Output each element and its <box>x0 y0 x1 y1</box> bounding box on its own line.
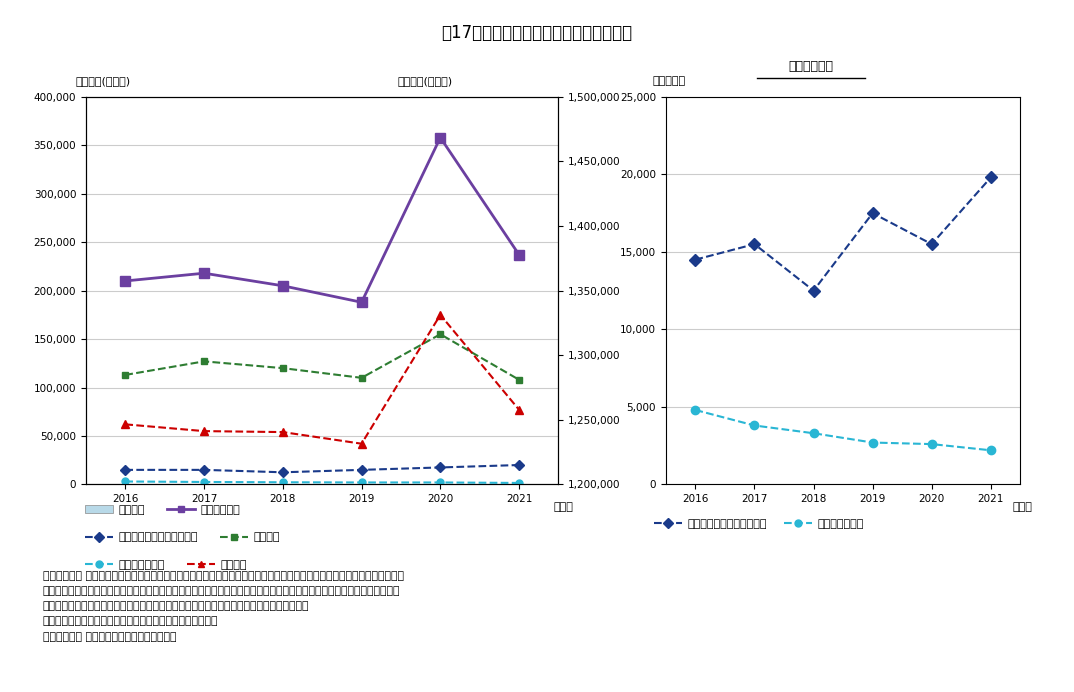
Text: （百万円）: （百万円） <box>653 77 686 86</box>
Text: 社内使用(百万円): 社内使用(百万円) <box>397 77 452 86</box>
Text: （左図拡大）: （左図拡大） <box>788 60 833 73</box>
Text: （年）: （年） <box>1013 502 1032 511</box>
Legend: 国内アカデミア・公的機関, 国内企業: 国内アカデミア・公的機関, 国内企業 <box>81 528 285 547</box>
Legend: 海外アカデミア, 海外企業: 海外アカデミア, 海外企業 <box>81 556 251 574</box>
Legend: 社内使用, 社外支出合計: 社内使用, 社外支出合計 <box>81 500 245 519</box>
Text: 注１：総務省 科学技術研究調査で定義される「社内使用研究費」とは、社内で使用した研究費で、人件費、原材料費、有形
　　　固定資産の購入費、無形固定資産の購入費、: 注１：総務省 科学技術研究調査で定義される「社内使用研究費」とは、社内で使用した… <box>43 571 404 641</box>
Text: 社外支出(百万円): 社外支出(百万円) <box>75 77 130 86</box>
Text: （年）: （年） <box>554 502 574 511</box>
Legend: 国内アカデミア・公的機関, 海外アカデミア: 国内アカデミア・公的機関, 海外アカデミア <box>650 514 868 533</box>
Text: 図17　医薬品産業の研究費推移（日本）: 図17 医薬品産業の研究費推移（日本） <box>441 24 633 42</box>
